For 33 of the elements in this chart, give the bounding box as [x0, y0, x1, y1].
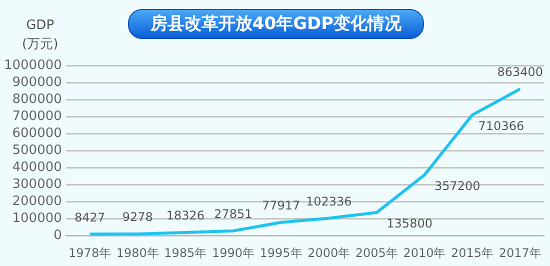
x-tick-label: 1978年	[68, 246, 112, 260]
data-label: 102336	[306, 194, 352, 208]
y-tick-label: 600000	[12, 126, 62, 142]
y-tick-label: 100000	[12, 210, 62, 226]
x-tick-label: 2017年	[498, 246, 542, 260]
x-tick-label: 2010年	[403, 246, 446, 260]
x-tick-label: 1995年	[260, 246, 302, 260]
y-tick-label: 800000	[12, 92, 62, 108]
y-tick-label: 0	[54, 228, 62, 243]
data-label: 77917	[262, 198, 300, 212]
chart-title: 房县改革开放40年GDP变化情况	[128, 9, 424, 39]
data-label: 18326	[166, 208, 205, 223]
y-tick-label: 200000	[12, 194, 62, 210]
data-label: 27851	[214, 206, 252, 221]
data-label: 710366	[478, 119, 524, 134]
data-label: 863400	[497, 65, 543, 80]
data-label: 135800	[386, 216, 432, 231]
data-label: 8427	[74, 210, 106, 224]
y-axis-title: GDP (万元)	[22, 17, 58, 54]
x-tick-label: 2015年	[451, 246, 494, 260]
y-tick-label: 900000	[12, 75, 62, 90]
x-tick-label: 1985年	[164, 246, 207, 260]
y-tick-label: 1000000	[4, 58, 62, 74]
data-label: 9278	[122, 210, 153, 224]
x-tick-label: 2000年	[308, 246, 350, 260]
y-tick-label: 700000	[12, 109, 62, 124]
x-tick-label: 1990年	[212, 246, 255, 260]
y-tick-label: 300000	[12, 177, 62, 192]
x-tick-label: 2005年	[355, 246, 398, 260]
y-tick-label: 400000	[12, 160, 62, 176]
x-tick-label: 1980年	[116, 246, 159, 260]
y-tick-label: 500000	[12, 143, 62, 158]
data-label: 357200	[434, 179, 480, 194]
